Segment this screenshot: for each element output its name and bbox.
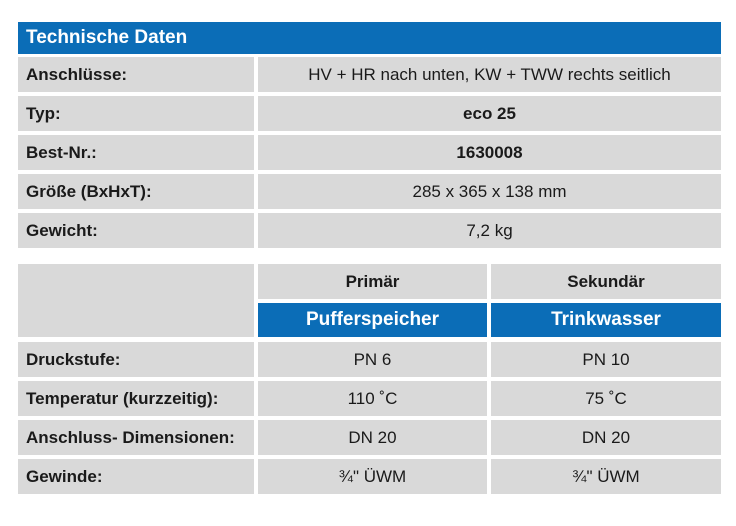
subheader-pufferspeicher: Pufferspeicher	[258, 303, 487, 337]
table-title: Technische Daten	[18, 22, 721, 54]
row-primary-gewinde: ¾" ÜWM	[258, 459, 487, 494]
row-value-best-nr: 1630008	[258, 135, 721, 170]
row-value-anschluesse: HV + HR nach unten, KW + TWW rechts seit…	[258, 57, 721, 92]
table2-corner-cell	[18, 264, 254, 337]
row-secondary-temperatur: 75 ˚C	[491, 381, 721, 416]
row-secondary-anschluss-dimensionen: DN 20	[491, 420, 721, 455]
row-value-typ: eco 25	[258, 96, 721, 131]
row-secondary-gewinde: ¾" ÜWM	[491, 459, 721, 494]
row-label-groesse: Größe (BxHxT):	[18, 174, 254, 209]
row-label-anschluss-dimensionen: Anschluss- Dimensionen:	[18, 420, 254, 455]
row-label-best-nr: Best-Nr.:	[18, 135, 254, 170]
row-primary-temperatur: 110 ˚C	[258, 381, 487, 416]
row-label-gewicht: Gewicht:	[18, 213, 254, 248]
row-label-typ: Typ:	[18, 96, 254, 131]
row-label-temperatur: Temperatur (kurzzeitig):	[18, 381, 254, 416]
row-primary-druckstufe: PN 6	[258, 342, 487, 377]
row-value-groesse: 285 x 365 x 138 mm	[258, 174, 721, 209]
row-primary-anschluss-dimensionen: DN 20	[258, 420, 487, 455]
row-value-gewicht: 7,2 kg	[258, 213, 721, 248]
subheader-trinkwasser: Trinkwasser	[491, 303, 721, 337]
row-label-druckstufe: Druckstufe:	[18, 342, 254, 377]
column-header-sekundaer: Sekundär	[491, 264, 721, 299]
row-label-gewinde: Gewinde:	[18, 459, 254, 494]
row-label-anschluesse: Anschlüsse:	[18, 57, 254, 92]
row-secondary-druckstufe: PN 10	[491, 342, 721, 377]
column-header-primaer: Primär	[258, 264, 487, 299]
